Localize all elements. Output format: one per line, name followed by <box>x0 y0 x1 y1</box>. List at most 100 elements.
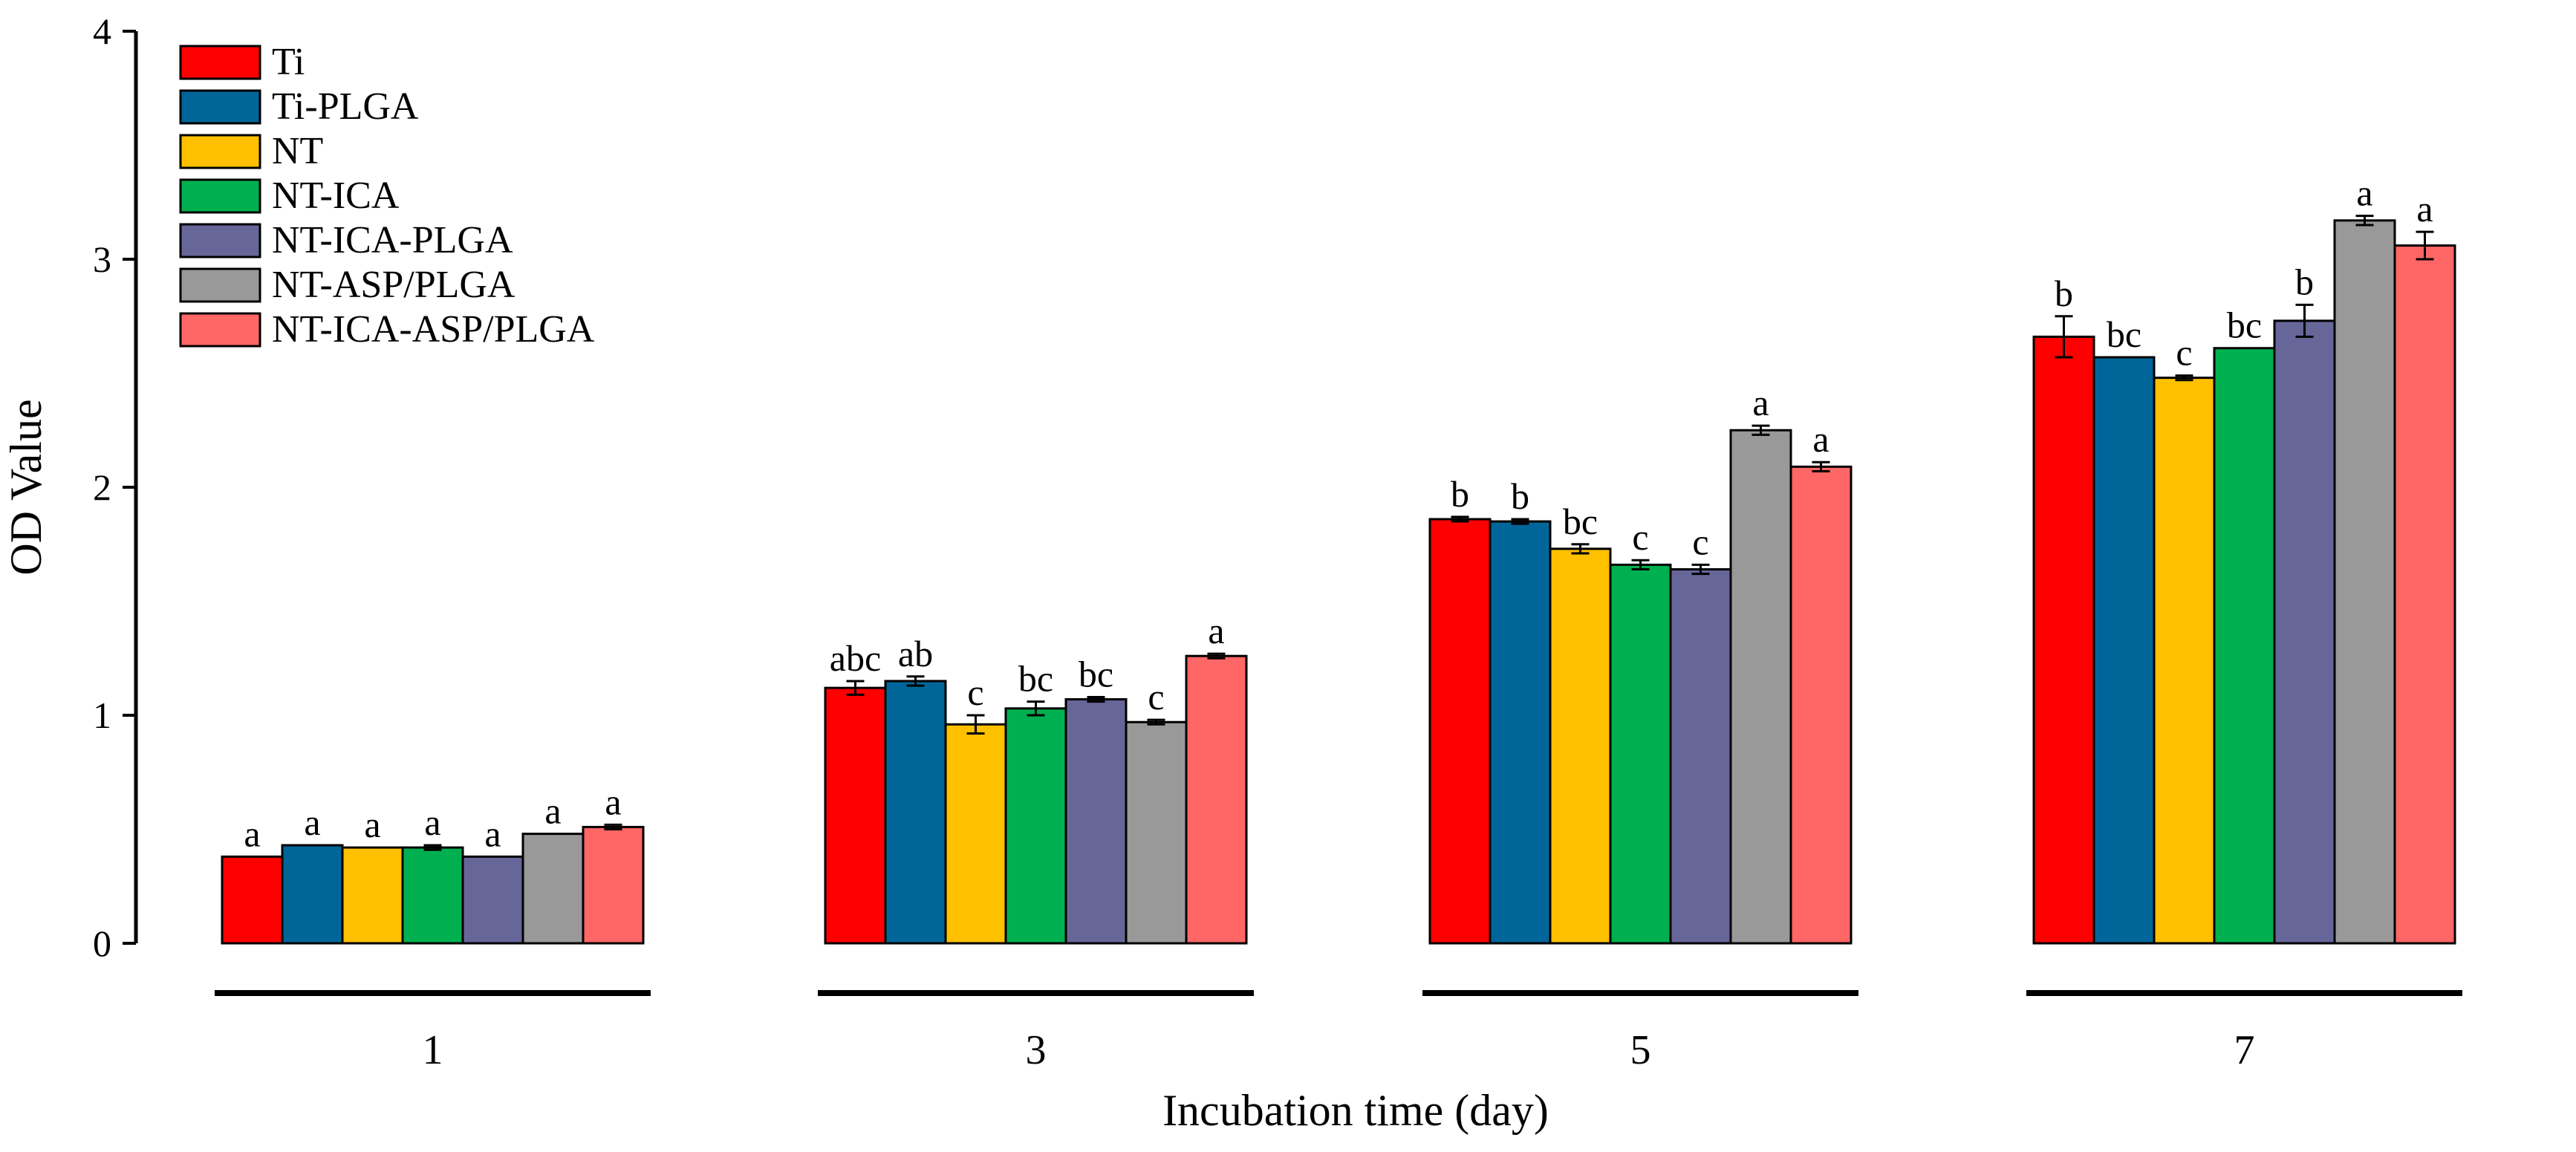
significance-label: a <box>1812 418 1829 460</box>
bar-nt-ica-plga-day-1 <box>461 855 524 945</box>
significance-label: c <box>1632 516 1648 558</box>
x-axis-title: Incubation time (day) <box>1162 1086 1549 1135</box>
significance-label: b <box>1451 473 1469 515</box>
error-bar <box>846 680 865 696</box>
y-tick-label: 1 <box>93 694 111 736</box>
y-tick-label: 4 <box>93 10 111 52</box>
x-tick-label: 7 <box>2234 1027 2255 1073</box>
error-bar <box>1812 461 1830 473</box>
error-bar <box>1451 515 1469 523</box>
significance-label: b <box>2055 273 2073 314</box>
error-bar <box>2355 215 2374 227</box>
bar-nt-ica-plga-day-3 <box>1064 698 1128 945</box>
legend-swatch <box>179 312 261 348</box>
legend-label: Ti <box>272 41 305 83</box>
bar-nt-ica-plga-day-5 <box>1669 568 1732 945</box>
legend-item: NT-ICA <box>179 175 400 217</box>
significance-label: a <box>2356 172 2372 214</box>
error-bar <box>1571 543 1590 555</box>
bar-ti-day-1 <box>221 855 284 945</box>
significance-label: a <box>605 781 621 822</box>
legend-label: NT-ICA-ASP/PLGA <box>272 308 595 351</box>
bar-nt-day-7 <box>2153 377 2216 945</box>
error-bar <box>1691 563 1710 576</box>
legend-item: Ti-PLGA <box>179 85 419 128</box>
legend-swatch <box>179 178 261 214</box>
significance-label: a <box>244 813 260 854</box>
bar-ti-day-5 <box>1428 518 1492 945</box>
error-bar <box>1752 424 1770 436</box>
significance-label: bc <box>1018 658 1053 700</box>
error-bar <box>1207 652 1226 660</box>
bar-ti-plga-day-3 <box>884 680 947 945</box>
legend-label: NT-ASP/PLGA <box>272 264 515 306</box>
bar-nt-ica-asp-plga-day-7 <box>2393 244 2456 945</box>
legend-label: Ti-PLGA <box>272 85 419 128</box>
error-bar <box>2175 374 2193 382</box>
bar-nt-ica-asp-plga-day-5 <box>1789 465 1853 945</box>
bar-ti-plga-day-5 <box>1489 520 1552 945</box>
significance-label: a <box>1208 610 1224 651</box>
bar-nt-asp-plga-day-5 <box>1729 429 1792 945</box>
significance-label: a <box>1752 382 1769 423</box>
bar-nt-asp-plga-day-1 <box>521 833 585 945</box>
significance-label: a <box>424 801 440 843</box>
significance-label: ab <box>898 633 933 674</box>
y-tick-label: 3 <box>93 238 111 280</box>
error-bar <box>966 714 985 735</box>
bar-ti-plga-day-7 <box>2092 356 2156 945</box>
significance-label: bc <box>1079 653 1113 694</box>
error-bar <box>2055 315 2073 359</box>
legend-label: NT-ICA <box>272 175 400 217</box>
bar-nt-ica-plga-day-7 <box>2273 319 2336 945</box>
bar-nt-day-3 <box>944 723 1007 945</box>
error-bar <box>1147 718 1165 726</box>
bar-nt-ica-asp-plga-day-3 <box>1185 654 1248 945</box>
error-bar <box>1511 518 1529 525</box>
significance-label: a <box>364 804 380 845</box>
significance-label: b <box>1511 475 1529 517</box>
error-bar <box>2416 230 2434 261</box>
error-bar <box>1027 700 1045 717</box>
significance-label: a <box>484 813 501 854</box>
significance-label: bc <box>2227 305 2262 346</box>
significance-label: c <box>2176 332 2192 374</box>
error-bar <box>423 844 442 851</box>
bar-ti-plga-day-1 <box>281 844 344 945</box>
bar-nt-ica-day-1 <box>401 846 464 945</box>
bar-nt-ica-day-3 <box>1004 707 1067 945</box>
significance-label: a <box>544 790 561 832</box>
legend-swatch <box>179 223 261 258</box>
significance-label: bc <box>2107 313 2141 355</box>
error-bars-layer <box>423 215 2434 851</box>
y-tick-label: 2 <box>93 466 111 508</box>
error-bar <box>906 675 925 687</box>
significance-label: abc <box>830 637 881 679</box>
bar-nt-asp-plga-day-7 <box>2333 219 2396 945</box>
significance-label: bc <box>1563 501 1598 542</box>
significance-label: c <box>967 671 983 713</box>
legend: TiTi-PLGANTNT-ICANT-ICA-PLGANT-ASP/PLGAN… <box>179 41 595 351</box>
x-group-brackets: 1 3 5 7 <box>215 990 2462 1073</box>
significance-label: a <box>2416 188 2433 230</box>
bar-nt-day-1 <box>341 846 404 945</box>
bar-nt-ica-day-5 <box>1609 563 1672 945</box>
significance-label: c <box>1148 676 1164 717</box>
bar-nt-day-5 <box>1549 547 1612 945</box>
legend-swatch <box>179 45 261 80</box>
bar-ti-day-7 <box>2032 335 2095 945</box>
bar-ti-day-3 <box>824 686 887 945</box>
legend-swatch <box>179 267 261 303</box>
significance-label: a <box>304 801 320 843</box>
bar-nt-ica-day-7 <box>2213 347 2276 945</box>
y-axis-title: OD Value <box>1 399 51 575</box>
legend-item: NT <box>179 130 323 172</box>
error-bar <box>1087 695 1105 703</box>
error-bar <box>604 823 622 830</box>
error-bar <box>1631 559 1650 571</box>
significance-label: b <box>2295 261 2314 302</box>
x-tick-label: 1 <box>423 1027 443 1073</box>
legend-swatch <box>179 89 261 125</box>
